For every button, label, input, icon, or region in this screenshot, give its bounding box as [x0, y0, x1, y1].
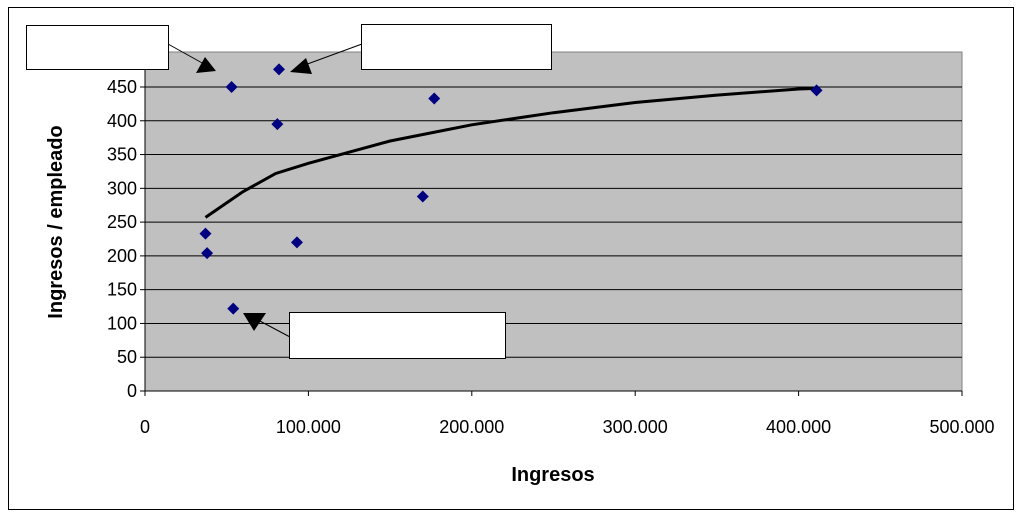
callout-arrow-1-head — [196, 57, 216, 73]
data-points — [199, 63, 823, 315]
x-tick-label: 0 — [140, 417, 150, 437]
data-point — [810, 84, 823, 97]
callout-arrow-3-head — [243, 313, 266, 331]
callout-box-2 — [361, 24, 552, 70]
data-point — [199, 227, 212, 240]
data-point — [227, 302, 240, 315]
x-tick-label: 300.000 — [603, 417, 668, 437]
callout-box-1 — [26, 25, 169, 70]
y-tick-label: 200 — [107, 246, 137, 266]
callout-arrow-3-line — [257, 319, 291, 338]
y-tick-label: 450 — [107, 77, 137, 97]
plot-area — [144, 51, 963, 392]
x-tick-label: 400.000 — [766, 417, 831, 437]
y-tick-label: 400 — [107, 111, 137, 131]
data-point — [271, 118, 284, 131]
axes — [144, 52, 962, 392]
y-tick-label: 100 — [107, 313, 137, 333]
y-tick-label: 50 — [117, 347, 137, 367]
data-point — [225, 81, 238, 93]
y-axis-title: Ingresos / empleado — [45, 125, 67, 318]
callout-box-3 — [289, 312, 506, 359]
trendline — [204, 86, 817, 219]
data-point — [272, 63, 285, 76]
x-axis-title: Ingresos — [511, 464, 594, 486]
y-tick-labels: 0 50 100 150 200 250 300 350 400 450 — [107, 77, 145, 401]
data-point — [416, 190, 429, 203]
y-tick-label: 0 — [127, 381, 137, 401]
gridlines — [145, 86, 962, 358]
y-tick-label: 350 — [107, 145, 137, 165]
callout-arrows — [167, 43, 363, 338]
callout-arrow-2-line — [301, 43, 363, 67]
data-point — [428, 92, 441, 105]
callout-arrow-1-line — [167, 43, 205, 65]
y-tick-label: 300 — [107, 178, 137, 198]
y-tick-label: 250 — [107, 212, 137, 232]
x-tick-label: 200.000 — [439, 417, 504, 437]
data-point — [290, 236, 303, 249]
x-tick-label: 100.000 — [276, 417, 341, 437]
x-tick-labels: 0 100.000 200.000 300.000 400.000 500.000 — [140, 391, 995, 437]
x-tick-label: 500.000 — [929, 417, 994, 437]
callout-arrow-2-head — [290, 58, 312, 74]
y-tick-label: 150 — [107, 280, 137, 300]
data-point — [201, 247, 214, 260]
